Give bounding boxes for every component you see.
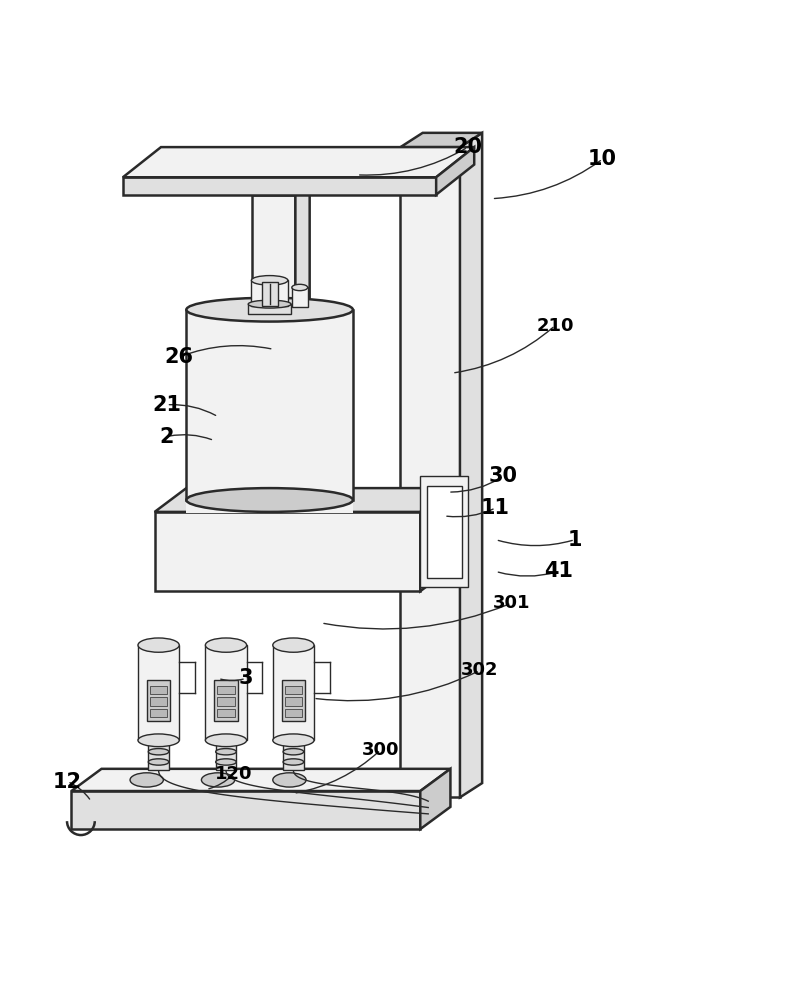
Bar [214,680,238,721]
Bar [148,740,169,770]
Bar [205,645,247,740]
Text: 10: 10 [588,149,617,169]
Polygon shape [123,147,474,177]
Ellipse shape [273,734,314,747]
Bar [123,177,436,195]
Ellipse shape [248,300,291,308]
Bar [248,304,291,314]
Bar [186,310,353,500]
Ellipse shape [273,638,314,652]
Bar [216,740,236,770]
Bar [262,282,278,306]
Polygon shape [400,133,482,147]
Bar [420,476,468,587]
Text: 41: 41 [545,561,573,581]
Bar [71,791,420,829]
Polygon shape [460,133,482,797]
Ellipse shape [251,276,288,285]
Ellipse shape [283,749,304,755]
Ellipse shape [201,773,235,787]
Bar [285,686,302,694]
Ellipse shape [138,638,179,652]
Bar [186,500,353,513]
Bar [427,486,462,578]
Text: 20: 20 [454,137,482,157]
Bar [138,645,179,740]
Ellipse shape [292,284,308,291]
Bar [147,680,170,721]
Polygon shape [295,184,309,310]
Text: 21: 21 [152,395,181,415]
Bar [217,697,235,706]
Polygon shape [436,147,474,195]
Ellipse shape [273,773,306,787]
Bar [217,686,235,694]
Ellipse shape [148,749,169,755]
Bar [150,686,167,694]
Ellipse shape [138,734,179,747]
Text: 1: 1 [568,530,582,550]
Polygon shape [420,769,450,829]
Ellipse shape [186,298,353,322]
Bar [155,512,420,591]
Text: 301: 301 [492,594,531,612]
Ellipse shape [283,759,304,765]
Bar [283,740,304,770]
Bar [282,680,305,721]
Bar [251,280,288,306]
Bar [285,697,302,706]
Text: 26: 26 [164,347,193,367]
Bar [150,697,167,706]
Bar [273,645,314,740]
Text: 302: 302 [461,661,499,679]
Bar [217,709,235,717]
Text: 210: 210 [536,317,574,335]
Bar [400,147,460,797]
Ellipse shape [205,638,247,652]
Ellipse shape [148,759,169,765]
Ellipse shape [216,749,236,755]
Ellipse shape [130,773,163,787]
Text: 3: 3 [239,668,253,688]
Text: 300: 300 [362,741,400,759]
Text: 2: 2 [159,427,174,447]
Ellipse shape [186,488,353,512]
Text: 30: 30 [489,466,518,486]
Ellipse shape [205,734,247,747]
Text: 12: 12 [53,772,82,792]
Text: 120: 120 [215,765,253,783]
Ellipse shape [216,759,236,765]
Polygon shape [71,769,450,791]
Bar [251,195,295,310]
Polygon shape [155,488,452,512]
Bar [292,287,308,307]
Text: 11: 11 [481,498,510,518]
Bar [285,709,302,717]
Bar [150,709,167,717]
Polygon shape [420,488,452,591]
